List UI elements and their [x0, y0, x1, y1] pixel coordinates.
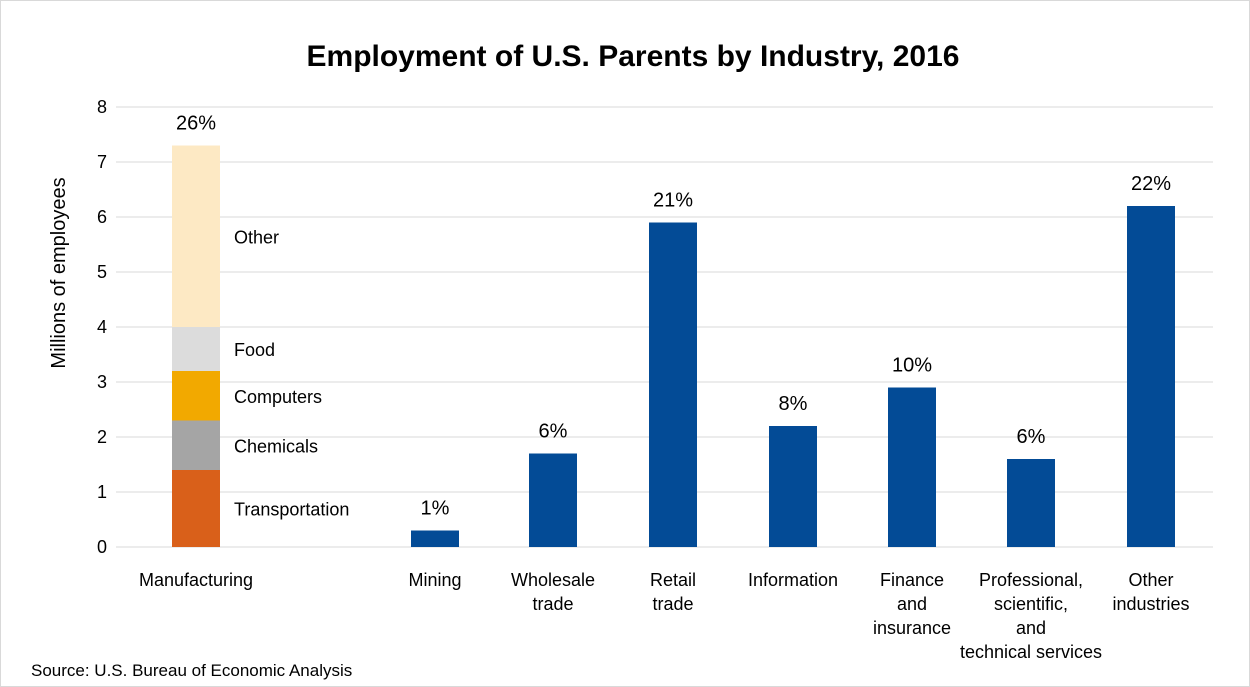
category-label: Wholesale trade: [511, 570, 595, 614]
category-label-line: Retail: [650, 570, 696, 590]
category-label-line: and: [1016, 618, 1046, 638]
percent-label: 10%: [892, 355, 932, 377]
category-label-line: and: [897, 594, 927, 614]
category-label: Finance and insurance: [873, 570, 951, 638]
y-tick-label: 7: [97, 152, 107, 172]
bar: [649, 222, 697, 547]
source-note: Source: U.S. Bureau of Economic Analysis: [31, 661, 352, 680]
category-label: Retail trade: [650, 570, 696, 614]
segment-label: Computers: [234, 387, 322, 407]
y-tick-label: 8: [97, 97, 107, 117]
y-tick-label: 6: [97, 207, 107, 227]
manufacturing-segment-other: [172, 145, 220, 327]
percent-label: 1%: [421, 498, 450, 520]
category-label-line: Wholesale: [511, 570, 595, 590]
category-label-line: Manufacturing: [139, 570, 253, 590]
bars: [172, 145, 1175, 547]
category-label-line: insurance: [873, 618, 951, 638]
bar: [1007, 459, 1055, 547]
y-tick-label: 3: [97, 372, 107, 392]
manufacturing-segment-transportation: [172, 470, 220, 547]
y-tick-label: 5: [97, 262, 107, 282]
y-tick-label: 0: [97, 537, 107, 557]
segment-label: Transportation: [234, 500, 349, 520]
bar: [888, 387, 936, 547]
category-label-line: Other: [1128, 570, 1173, 590]
percent-label: 6%: [539, 421, 568, 443]
category-label-line: trade: [652, 594, 693, 614]
category-label: Information: [748, 570, 838, 590]
bar: [529, 453, 577, 547]
segment-label: Chemicals: [234, 436, 318, 456]
bar: [769, 426, 817, 547]
bar: [1127, 206, 1175, 547]
data-labels: Transportation Chemicals Computers Food Othe…: [176, 113, 1171, 520]
category-label: Manufacturing: [139, 570, 253, 590]
percent-label: 26%: [176, 113, 216, 135]
category-label-line: Finance: [880, 570, 944, 590]
segment-label: Other: [234, 227, 279, 247]
category-label-line: Professional,: [979, 570, 1083, 590]
category-label: Mining: [408, 570, 461, 590]
category-label: Other industries: [1112, 570, 1189, 614]
bar: [411, 530, 459, 547]
manufacturing-segment-chemicals: [172, 420, 220, 470]
percent-label: 8%: [779, 393, 808, 415]
category-label-line: Mining: [408, 570, 461, 590]
category-labels: Manufacturing Mining Wholesale trade Retail t…: [139, 570, 1190, 662]
y-tick-label: 1: [97, 482, 107, 502]
category-label-line: scientific,: [994, 594, 1068, 614]
segment-label: Food: [234, 340, 275, 360]
y-tick-label: 2: [97, 427, 107, 447]
y-axis-label: Millions of employees: [48, 177, 70, 368]
percent-label: 21%: [653, 190, 693, 212]
category-label-line: trade: [532, 594, 573, 614]
category-label-line: Information: [748, 570, 838, 590]
y-tick-labels: 0 1 2 3 4 5 6 7 8: [97, 97, 107, 557]
category-label-line: industries: [1112, 594, 1189, 614]
category-label-line: technical services: [960, 642, 1102, 662]
chart-title: Employment of U.S. Parents by Industry, …: [307, 40, 960, 73]
y-tick-label: 4: [97, 317, 107, 337]
manufacturing-segment-food: [172, 327, 220, 371]
percent-label: 22%: [1131, 173, 1171, 195]
manufacturing-segment-computers: [172, 371, 220, 421]
percent-label: 6%: [1017, 426, 1046, 448]
category-label: Professional, scientific, and technical ser…: [960, 570, 1102, 662]
